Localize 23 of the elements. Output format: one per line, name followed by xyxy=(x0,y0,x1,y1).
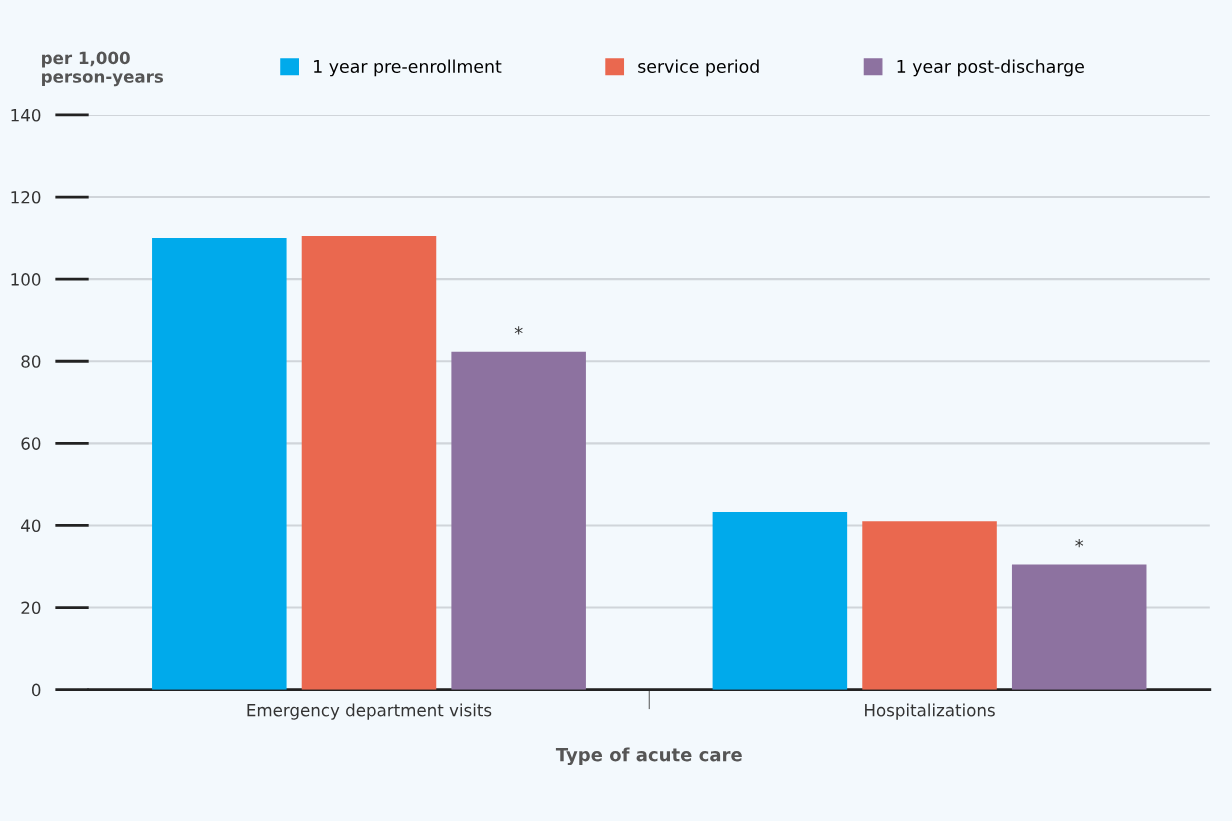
y-tick-label: 140 xyxy=(11,108,41,122)
bar xyxy=(152,238,287,690)
x-axis-title: Type of acute care xyxy=(555,747,742,766)
y-tick-label: 100 xyxy=(11,273,41,286)
y-tick-label: 80 xyxy=(21,355,41,368)
bar xyxy=(1011,564,1147,690)
y-tick-label: 20 xyxy=(21,601,41,615)
bar xyxy=(712,511,848,690)
x-tick-label: Emergency department visits xyxy=(247,703,492,720)
bar xyxy=(451,351,586,690)
y-tick-label: 0 xyxy=(31,683,41,697)
legend-label: 1 year pre-enrollment xyxy=(314,59,502,77)
bar xyxy=(862,521,997,690)
y-tick-label: 40 xyxy=(21,519,41,533)
legend-label: service period xyxy=(638,59,759,77)
annotation: * xyxy=(514,326,523,335)
x-tick-label: Hospitalizations xyxy=(865,703,995,720)
y-tick-label: 60 xyxy=(21,437,41,450)
bar xyxy=(301,236,437,690)
legend-label: 1 year post-discharge xyxy=(897,59,1084,77)
y-axis-title: per 1,000 person-years xyxy=(42,51,164,87)
annotation: * xyxy=(1075,538,1084,548)
y-tick-label: 120 xyxy=(11,191,41,204)
